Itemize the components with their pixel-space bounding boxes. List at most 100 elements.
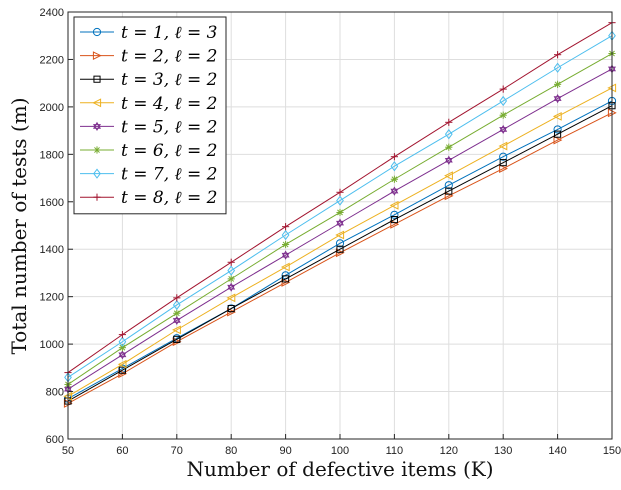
data-point-marker xyxy=(118,350,127,360)
series-path xyxy=(67,35,613,378)
hexagram-marker xyxy=(172,318,181,325)
asterisk-marker xyxy=(391,176,398,183)
x-tick-label: 120 xyxy=(440,445,458,457)
data-point-marker xyxy=(172,299,181,311)
series-layer xyxy=(63,19,617,408)
asterisk-marker xyxy=(119,344,126,351)
data-point-marker xyxy=(93,168,101,179)
legend-label: t = 1, ℓ = 3 xyxy=(121,23,217,43)
data-point-marker xyxy=(173,309,181,317)
legend-entry: t = 5, ℓ = 2 xyxy=(80,117,217,137)
data-point-marker xyxy=(335,248,345,258)
data-point-marker xyxy=(444,181,453,190)
triangle-left-marker xyxy=(335,230,345,240)
hexagram-marker xyxy=(553,93,562,101)
series-line-6 xyxy=(64,49,616,389)
square-marker xyxy=(173,335,181,343)
data-point-marker xyxy=(336,195,344,206)
series-path xyxy=(67,68,613,390)
diamond-marker xyxy=(553,62,562,73)
triangle-right-marker xyxy=(335,248,345,258)
hexagram-marker xyxy=(499,127,508,135)
legend-label: t = 4, ℓ = 2 xyxy=(121,94,217,114)
square-marker xyxy=(282,275,290,283)
triangle-left-marker xyxy=(444,171,453,181)
legend-entry: t = 3, ℓ = 2 xyxy=(80,70,217,90)
hexagram-marker xyxy=(499,124,508,132)
data-point-marker xyxy=(335,239,345,248)
data-point-marker xyxy=(390,186,399,196)
circle-marker xyxy=(92,27,102,37)
data-point-marker xyxy=(227,282,236,292)
legend-entry: t = 6, ℓ = 2 xyxy=(80,141,217,161)
data-point-marker xyxy=(93,193,101,201)
y-tick-label: 600 xyxy=(46,434,64,446)
legend-label: t = 3, ℓ = 2 xyxy=(121,70,217,90)
data-point-marker xyxy=(118,366,126,374)
triangle-right-marker xyxy=(227,307,236,317)
legend-entry: t = 1, ℓ = 3 xyxy=(80,23,217,43)
legend-entry: t = 2, ℓ = 2 xyxy=(80,47,217,67)
data-point-marker xyxy=(390,210,399,219)
legend: t = 1, ℓ = 3 t = 2, ℓ = 2 t = 3, ℓ = 2 t = … xyxy=(73,16,227,215)
diamond-marker xyxy=(227,265,236,276)
x-tick-label: 150 xyxy=(603,445,621,457)
data-point-marker xyxy=(499,124,508,135)
data-point-marker xyxy=(93,75,101,83)
circle-marker xyxy=(553,125,562,134)
triangle-left-marker xyxy=(280,262,290,272)
asterisk-marker xyxy=(554,81,561,88)
triangle-right-marker xyxy=(92,51,102,61)
hexagram-marker xyxy=(390,188,399,196)
series-line-7 xyxy=(64,30,616,383)
data-point-marker xyxy=(553,125,562,134)
data-point-marker xyxy=(172,325,181,335)
asterisk-marker xyxy=(228,275,235,282)
data-point-marker xyxy=(281,250,290,260)
asterisk-marker xyxy=(445,144,452,151)
data-point-marker xyxy=(389,200,399,210)
data-point-marker xyxy=(553,93,562,104)
diamond-marker xyxy=(93,168,101,179)
asterisk-marker xyxy=(173,310,180,317)
data-point-marker xyxy=(282,223,290,231)
data-point-marker xyxy=(118,336,127,347)
x-tick-label: 130 xyxy=(494,445,512,457)
data-point-marker xyxy=(172,315,181,325)
triangle-left-marker xyxy=(552,111,562,121)
data-point-marker xyxy=(92,27,102,37)
data-point-marker xyxy=(499,164,508,173)
asterisk-marker xyxy=(94,147,100,153)
y-tick-label: 1800 xyxy=(40,149,64,161)
y-tick-label: 1600 xyxy=(40,197,64,209)
square-marker xyxy=(390,216,398,224)
legend-entry: t = 4, ℓ = 2 xyxy=(80,94,217,114)
data-point-marker xyxy=(499,152,508,161)
data-point-marker xyxy=(282,275,290,283)
data-point-marker xyxy=(552,111,562,121)
asterisk-marker xyxy=(282,241,289,248)
triangle-right-marker xyxy=(499,164,508,173)
series-path xyxy=(67,87,613,397)
tick-layer: 50 60 70 80 90 100 110 120 130 140 150 600 800 1000 12… xyxy=(40,7,621,457)
triangle-right-marker xyxy=(118,369,128,379)
x-tick-label: 90 xyxy=(279,445,291,457)
hexagram-marker xyxy=(336,220,344,228)
y-tick-label: 800 xyxy=(46,387,64,399)
data-point-marker xyxy=(390,153,398,161)
triangle-right-marker xyxy=(553,135,563,145)
hexagram-marker xyxy=(93,124,101,131)
data-point-marker xyxy=(118,369,128,379)
data-point-marker xyxy=(281,278,291,287)
series-line-5 xyxy=(64,64,616,394)
square-marker xyxy=(499,159,507,167)
data-point-marker xyxy=(117,359,127,369)
triangle-left-marker xyxy=(117,359,127,369)
triangle-left-marker xyxy=(389,200,399,210)
diamond-marker xyxy=(390,161,399,172)
data-point-marker xyxy=(336,188,344,196)
circle-marker xyxy=(335,239,345,248)
data-point-marker xyxy=(92,51,102,61)
